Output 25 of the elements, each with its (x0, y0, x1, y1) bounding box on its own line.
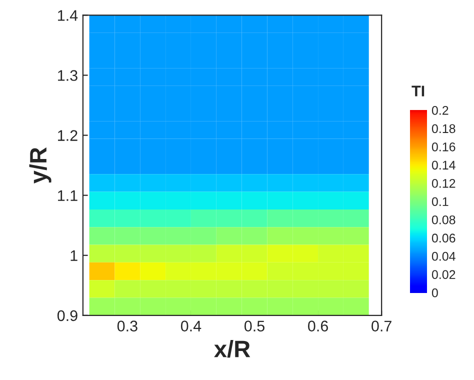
x-tick-label: 0.3 (117, 320, 138, 332)
color-bar-label: 0.16 (432, 142, 456, 152)
color-bar-label: 0.04 (432, 252, 456, 261)
color-bar-label: 0.18 (432, 124, 456, 134)
x-tick-label: 0.4 (180, 320, 202, 332)
y-tick-label: 1.1 (58, 190, 78, 201)
color-bar-label: 0.1 (432, 197, 448, 206)
color-bar-title: TI (412, 86, 424, 96)
x-tick-label: 0.5 (244, 320, 264, 332)
y-tick-label: 0.9 (57, 310, 78, 322)
color-bar-label: 0.14 (432, 160, 456, 170)
y-axis-title: y/R (29, 147, 52, 184)
color-bar-label: 0.2 (432, 106, 448, 115)
y-tick-label: 1.2 (58, 130, 78, 141)
color-bar-label: 0.12 (432, 178, 456, 188)
color-bar-label: 0.06 (432, 234, 456, 243)
color-bar-label: 0.08 (432, 215, 456, 224)
x-tick-label: 0.7 (372, 320, 392, 332)
y-tick-label: 1.3 (58, 70, 78, 81)
y-tick-label: 1 (70, 250, 78, 261)
color-bar-label: 0 (432, 288, 438, 298)
y-tick-label: 1.4 (58, 10, 78, 21)
x-axis-title: x/R (214, 340, 250, 358)
x-tick-label: 0.6 (308, 320, 328, 332)
color-bar-label: 0.02 (432, 270, 456, 280)
